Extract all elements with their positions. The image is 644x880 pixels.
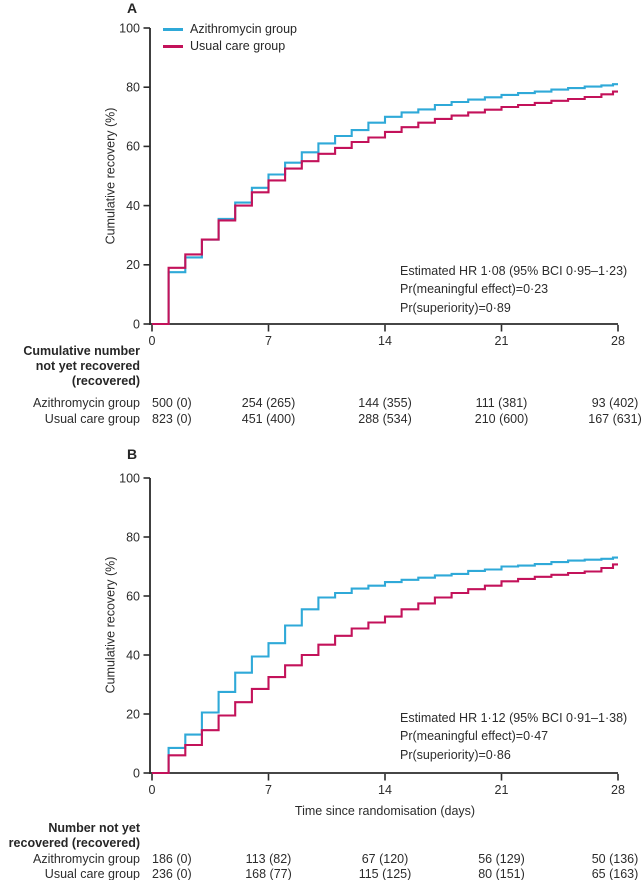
x-tick-label: 21: [495, 334, 509, 348]
risk-table-cell: 254 (265): [241, 396, 296, 410]
risk-table-cell: 80 (151): [478, 867, 525, 880]
risk-table-row-label: Usual care group: [44, 867, 140, 880]
annotation-hr-b: Estimated HR 1·12 (95% BCI 0·91–1·38): [400, 711, 628, 725]
risk-table-row-label: Azithromycin group: [33, 852, 140, 866]
usual-care-line-swatch: [163, 45, 183, 48]
risk-table-b-header: Number not yet recovered (recovered): [0, 821, 140, 851]
risk-table-a-header: Cumulative number not yet recovered (rec…: [0, 344, 140, 390]
y-tick-label: 100: [119, 21, 140, 35]
y-tick-label: 60: [126, 589, 140, 603]
risk-table-cell: 50 (136): [591, 852, 639, 866]
y-tick-label: 100: [119, 471, 140, 485]
x-tick-label: 7: [265, 783, 272, 797]
x-tick-label: 0: [149, 334, 156, 348]
risk-table-cell: 288 (534): [358, 412, 412, 426]
risk-table-cell: 111 (381): [475, 396, 528, 410]
x-tick-label: 7: [265, 334, 272, 348]
risk-table-cell: 93 (402): [591, 396, 639, 410]
curve-usual-care-group: [152, 90, 618, 326]
panel-a-label: A: [127, 0, 138, 16]
curve-usual-care-group: [152, 563, 618, 775]
y-tick-label: 60: [126, 140, 140, 154]
panel-b-label: B: [127, 446, 138, 462]
annotation-superiority-b: Pr(superiority)=0·86: [400, 747, 511, 762]
risk-table-cell: 823 (0): [152, 412, 192, 426]
annotation-meaningful-a: Pr(meaningful effect)=0·23: [400, 282, 549, 297]
legend-item-usual-care: Usual care group: [163, 38, 297, 55]
annotation-hr-a: Estimated HR 1·08 (95% BCI 0·95–1·23): [400, 264, 628, 278]
x-tick-label: 28: [611, 783, 625, 797]
x-tick-label: 0: [149, 783, 156, 797]
x-tick-label: 28: [611, 334, 625, 348]
risk-table-cell: 210 (600): [474, 412, 529, 426]
y-tick-label: 40: [126, 199, 140, 213]
annotation-panel-b: Estimated HR 1·12 (95% BCI 0·91–1·38) Pr…: [400, 711, 627, 766]
y-axis-title-panel-a: Cumulative recovery (%): [103, 107, 118, 245]
risk-table-cell: 168 (77): [245, 867, 292, 880]
x-tick-label: 21: [495, 783, 509, 797]
legend-item-azithromycin: Azithromycin group: [163, 21, 297, 38]
y-tick-label: 80: [126, 530, 140, 544]
legend: Azithromycin group Usual care group: [163, 21, 297, 55]
curve-azithromycin-group: [152, 556, 618, 775]
risk-table-row-label: Usual care group: [44, 412, 140, 426]
risk-table-a-header-line: not yet recovered: [35, 359, 140, 374]
y-tick-label: 40: [126, 648, 140, 662]
risk-table-cell: 67 (120): [361, 852, 409, 866]
risk-table-cell: 451 (400): [241, 412, 296, 426]
risk-table-b-header-line: recovered (recovered): [8, 836, 140, 851]
risk-table-cell: 500 (0): [152, 396, 192, 410]
risk-table-cell: 56 (129): [478, 852, 525, 866]
y-tick-label: 0: [133, 766, 140, 780]
annotation-meaningful-b: Pr(meaningful effect)=0·47: [400, 729, 549, 744]
y-tick-label: 20: [126, 707, 140, 721]
annotation-superiority-a: Pr(superiority)=0·89: [400, 300, 511, 315]
x-tick-label: 14: [378, 783, 392, 797]
legend-label-azithromycin: Azithromycin group: [190, 22, 297, 36]
risk-table-a-header-line: (recovered): [71, 374, 140, 389]
risk-table-cell: 236 (0): [152, 867, 192, 880]
legend-label-usual-care: Usual care group: [190, 39, 286, 53]
x-axis-title: Time since randomisation (days): [294, 804, 476, 818]
y-axis-title-panel-b: Cumulative recovery (%): [103, 556, 118, 694]
risk-table-cell: 167 (631): [588, 412, 642, 426]
risk-table-b-header-line: Number not yet: [48, 821, 140, 835]
y-tick-label: 80: [126, 81, 140, 95]
annotation-panel-a: Estimated HR 1·08 (95% BCI 0·95–1·23) Pr…: [400, 264, 627, 319]
risk-table-cell: 186 (0): [152, 852, 192, 866]
risk-table-cell: 115 (125): [358, 867, 412, 880]
risk-table-cell: 113 (82): [245, 852, 292, 866]
y-tick-label: 0: [133, 317, 140, 331]
risk-table-a-header-line: Cumulative number: [23, 344, 140, 358]
x-tick-label: 14: [378, 334, 392, 348]
y-tick-label: 20: [126, 258, 140, 272]
risk-table-row-label: Azithromycin group: [33, 396, 140, 410]
risk-table-cell: 144 (355): [358, 396, 412, 410]
risk-table-cell: 65 (163): [591, 867, 639, 880]
azithromycin-line-swatch: [163, 28, 183, 31]
